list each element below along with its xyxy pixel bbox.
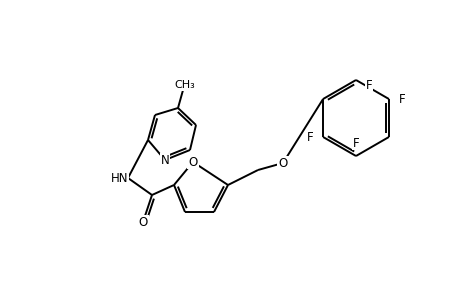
Text: F: F <box>398 92 404 106</box>
Text: F: F <box>306 130 313 143</box>
Text: HN: HN <box>110 172 128 184</box>
Text: F: F <box>352 136 358 149</box>
Text: O: O <box>278 157 287 169</box>
Text: F: F <box>365 79 371 92</box>
Text: O: O <box>188 155 197 169</box>
Text: N: N <box>160 154 169 166</box>
Text: CH₃: CH₃ <box>174 80 195 90</box>
Text: O: O <box>138 215 147 229</box>
